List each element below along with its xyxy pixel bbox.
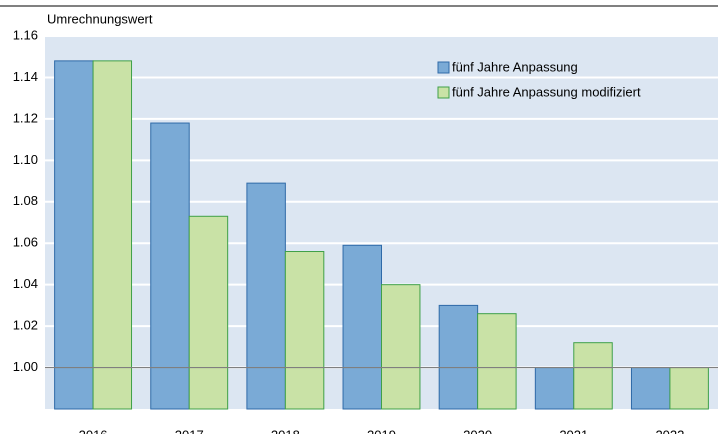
bar: [246, 182, 286, 410]
bar: [477, 313, 517, 410]
bar: [438, 304, 479, 410]
x-tick-label: 2016: [79, 427, 108, 434]
bar: [669, 367, 709, 410]
y-tick-label: 1.14: [13, 69, 38, 84]
x-tick-label: 2017: [175, 427, 204, 434]
y-tick-label: 1.00: [13, 359, 38, 374]
y-axis-label: Umrechnungswert: [47, 11, 153, 26]
bar: [92, 60, 133, 410]
bar: [284, 251, 325, 410]
x-tick-label: 2021: [559, 427, 588, 434]
bar: [150, 122, 190, 410]
bar: [188, 215, 229, 410]
y-tick-label: 1.16: [13, 27, 38, 42]
y-tick-label: 1.04: [13, 276, 38, 291]
x-tick-label: 2022: [655, 427, 684, 434]
y-tick-label: 1.02: [13, 318, 38, 333]
y-tick-label: 1.08: [13, 193, 38, 208]
bar: [630, 367, 671, 410]
bar: [342, 244, 382, 410]
y-tick-label: 1.10: [13, 152, 38, 167]
legend-swatch: [437, 61, 450, 74]
bar: [573, 342, 613, 410]
y-tick-label: 1.12: [13, 110, 38, 125]
x-tick-label: 2019: [367, 427, 396, 434]
bar: [54, 60, 94, 410]
y-tick-label: 1.06: [13, 235, 38, 250]
legend-label: fünf Jahre Anpassung modifiziert: [452, 84, 641, 99]
legend-swatch: [437, 86, 450, 99]
bar: [534, 367, 575, 410]
bar: [381, 284, 421, 410]
x-tick-label: 2020: [463, 427, 492, 434]
x-tick-label: 2018: [271, 427, 300, 434]
legend-label: fünf Jahre Anpassung: [452, 59, 578, 74]
